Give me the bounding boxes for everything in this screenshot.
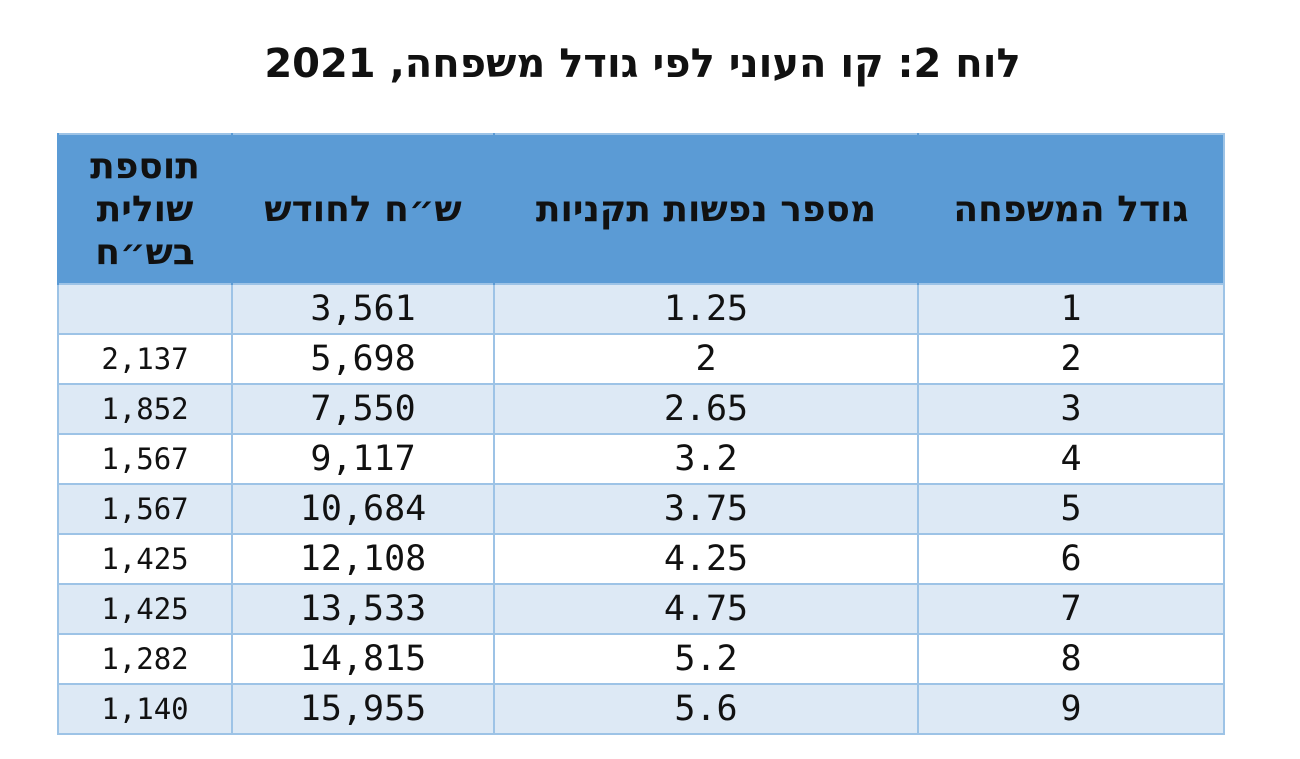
cell-nis-per-month: 15,955 — [231, 683, 495, 735]
cell-family-size: 7 — [917, 583, 1225, 635]
cell-family-size: 2 — [917, 333, 1225, 385]
cell-marginal-addition: 2,137 — [57, 333, 233, 385]
cell-family-size: 9 — [917, 683, 1225, 735]
cell-standard-persons: 1.25 — [493, 283, 919, 335]
header-family-size: גודל המשפחה — [917, 134, 1224, 284]
table-row: 1 1.25 3,561 — [57, 283, 1225, 335]
cell-standard-persons: 5.6 — [493, 683, 919, 735]
cell-standard-persons: 4.75 — [493, 583, 919, 635]
table-row: 3 2.65 7,550 1,852 — [57, 383, 1225, 435]
cell-nis-per-month: 7,550 — [231, 383, 495, 435]
poverty-line-table: גודל המשפחה מספר נפשות תקניות ש״ח לחודש … — [57, 133, 1225, 735]
cell-marginal-addition: 1,140 — [57, 683, 233, 735]
table-row: 4 3.2 9,117 1,567 — [57, 433, 1225, 485]
cell-standard-persons: 2.65 — [493, 383, 919, 435]
table-row: 7 4.75 13,533 1,425 — [57, 583, 1225, 635]
cell-family-size: 4 — [917, 433, 1225, 485]
cell-nis-per-month: 5,698 — [231, 333, 495, 385]
cell-marginal-addition: 1,425 — [57, 533, 233, 585]
cell-marginal-addition: 1,852 — [57, 383, 233, 435]
cell-standard-persons: 4.25 — [493, 533, 919, 585]
table-row: 6 4.25 12,108 1,425 — [57, 533, 1225, 585]
table-row: 5 3.75 10,684 1,567 — [57, 483, 1225, 535]
cell-standard-persons: 5.2 — [493, 633, 919, 685]
cell-nis-per-month: 10,684 — [231, 483, 495, 535]
header-nis-per-month: ש״ח לחודש — [231, 134, 494, 284]
cell-marginal-addition: 1,567 — [57, 433, 233, 485]
cell-standard-persons: 2 — [493, 333, 919, 385]
cell-marginal-addition: 1,282 — [57, 633, 233, 685]
cell-nis-per-month: 3,561 — [231, 283, 495, 335]
cell-family-size: 3 — [917, 383, 1225, 435]
page-title: לוח 2: קו העוני לפי גודל משפחה, 2021 — [264, 41, 1021, 87]
table-header-row: גודל המשפחה מספר נפשות תקניות ש״ח לחודש … — [57, 134, 1224, 284]
header-standard-persons: מספר נפשות תקניות — [493, 134, 918, 284]
cell-family-size: 1 — [917, 283, 1225, 335]
cell-nis-per-month: 14,815 — [231, 633, 495, 685]
table-row: 8 5.2 14,815 1,282 — [57, 633, 1225, 685]
cell-marginal-addition — [57, 283, 233, 335]
cell-standard-persons: 3.75 — [493, 483, 919, 535]
cell-family-size: 6 — [917, 533, 1225, 585]
cell-nis-per-month: 12,108 — [231, 533, 495, 585]
table-row: 2 2 5,698 2,137 — [57, 333, 1225, 385]
table-row: 9 5.6 15,955 1,140 — [57, 683, 1225, 735]
cell-marginal-addition: 1,425 — [57, 583, 233, 635]
cell-marginal-addition: 1,567 — [57, 483, 233, 535]
cell-family-size: 5 — [917, 483, 1225, 535]
cell-nis-per-month: 9,117 — [231, 433, 495, 485]
header-marginal-addition: תוספת שולית בש״ח — [57, 134, 232, 284]
cell-standard-persons: 3.2 — [493, 433, 919, 485]
cell-nis-per-month: 13,533 — [231, 583, 495, 635]
cell-family-size: 8 — [917, 633, 1225, 685]
